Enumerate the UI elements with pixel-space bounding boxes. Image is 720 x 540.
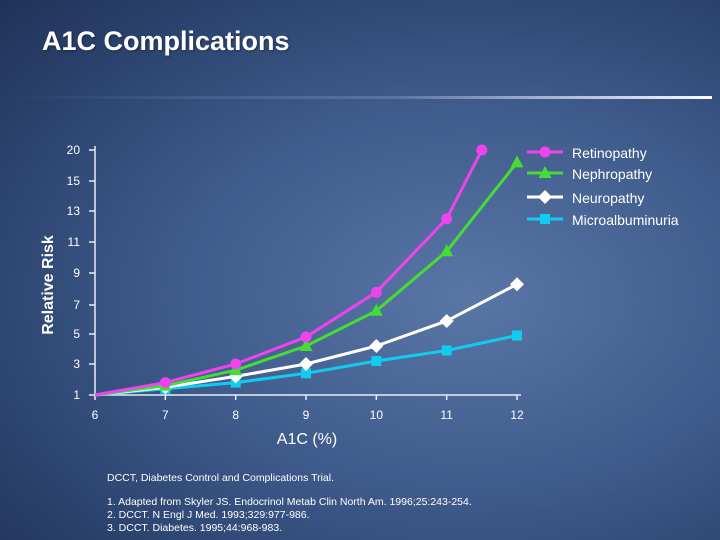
retinopathy-point <box>370 286 382 298</box>
microalbuminuria-point <box>301 368 311 379</box>
reference-1: 1. Adapted from Skyler JS. Endocrinol Me… <box>107 496 472 508</box>
y-tick-label: 15 <box>67 174 81 188</box>
x-tick-label: 8 <box>232 408 239 422</box>
x-tick-label: 7 <box>162 408 169 422</box>
y-axis-title: Relative Risk <box>40 235 57 335</box>
legend-marker-neuropathy <box>538 190 552 204</box>
retinopathy-point <box>441 213 453 225</box>
legend-marker-microalbuminuria <box>540 214 550 224</box>
footnote-definition: DCCT, Diabetes Control and Complications… <box>107 472 335 484</box>
legend-label-neuropathy: Neuropathy <box>572 190 644 206</box>
x-tick-label: 10 <box>370 408 384 422</box>
legend-marker-nephropathy <box>538 166 552 178</box>
y-tick-label: 1 <box>73 388 80 402</box>
y-tick-label: 20 <box>67 143 81 157</box>
slide-title: A1C Complications <box>42 26 290 56</box>
legend-label-microalbuminuria: Microalbuminuria <box>572 212 679 228</box>
y-tick-label: 7 <box>73 298 80 312</box>
legend-item-nephropathy: Nephropathy <box>527 166 652 182</box>
y-tick-label: 11 <box>68 235 81 249</box>
nephropathy-point <box>299 339 313 351</box>
neuropathy-point <box>439 313 454 328</box>
reference-3: 3. DCCT. Diabetes. 1995;44:968-983. <box>107 522 283 534</box>
retinopathy-point <box>300 331 312 343</box>
retinopathy-point <box>230 358 242 370</box>
legend-item-neuropathy: Neuropathy <box>527 190 644 206</box>
x-axis-title: A1C (%) <box>277 431 337 448</box>
neuropathy-point <box>369 339 384 353</box>
x-tick-label: 6 <box>92 408 99 422</box>
nephropathy-point <box>369 303 383 316</box>
nephropathy-point <box>510 155 524 168</box>
y-tick-label: 3 <box>73 357 80 371</box>
footnotes: DCCT, Diabetes Control and Complications… <box>107 472 667 535</box>
x-tick-label: 12 <box>510 408 524 422</box>
legend-marker-retinopathy <box>539 146 551 158</box>
series-retinopathy <box>94 144 488 397</box>
legend-label-retinopathy: Retinopathy <box>572 145 647 161</box>
legend-item-microalbuminuria: Microalbuminuria <box>527 212 679 228</box>
y-tick-label: 5 <box>73 327 80 341</box>
microalbuminuria-point <box>371 356 382 366</box>
legend-item-retinopathy: Retinopathy <box>527 145 647 161</box>
neuropathy-point <box>299 357 313 371</box>
x-tick-label: 9 <box>303 408 310 422</box>
y-tick-label: 13 <box>67 204 81 218</box>
retinopathy-point <box>476 144 488 156</box>
microalbuminuria-point <box>512 330 522 341</box>
retinopathy-point <box>159 377 171 389</box>
title-divider <box>0 96 712 99</box>
nephropathy-point <box>440 244 454 257</box>
legend-label-nephropathy: Nephropathy <box>572 166 652 182</box>
x-tick-label: 11 <box>440 408 453 422</box>
microalbuminuria-point <box>441 345 452 356</box>
neuropathy-point <box>510 277 524 292</box>
y-tick-label: 9 <box>73 266 80 280</box>
reference-2: 2. DCCT. N Engl J Med. 1993;329:977-986. <box>107 509 310 521</box>
